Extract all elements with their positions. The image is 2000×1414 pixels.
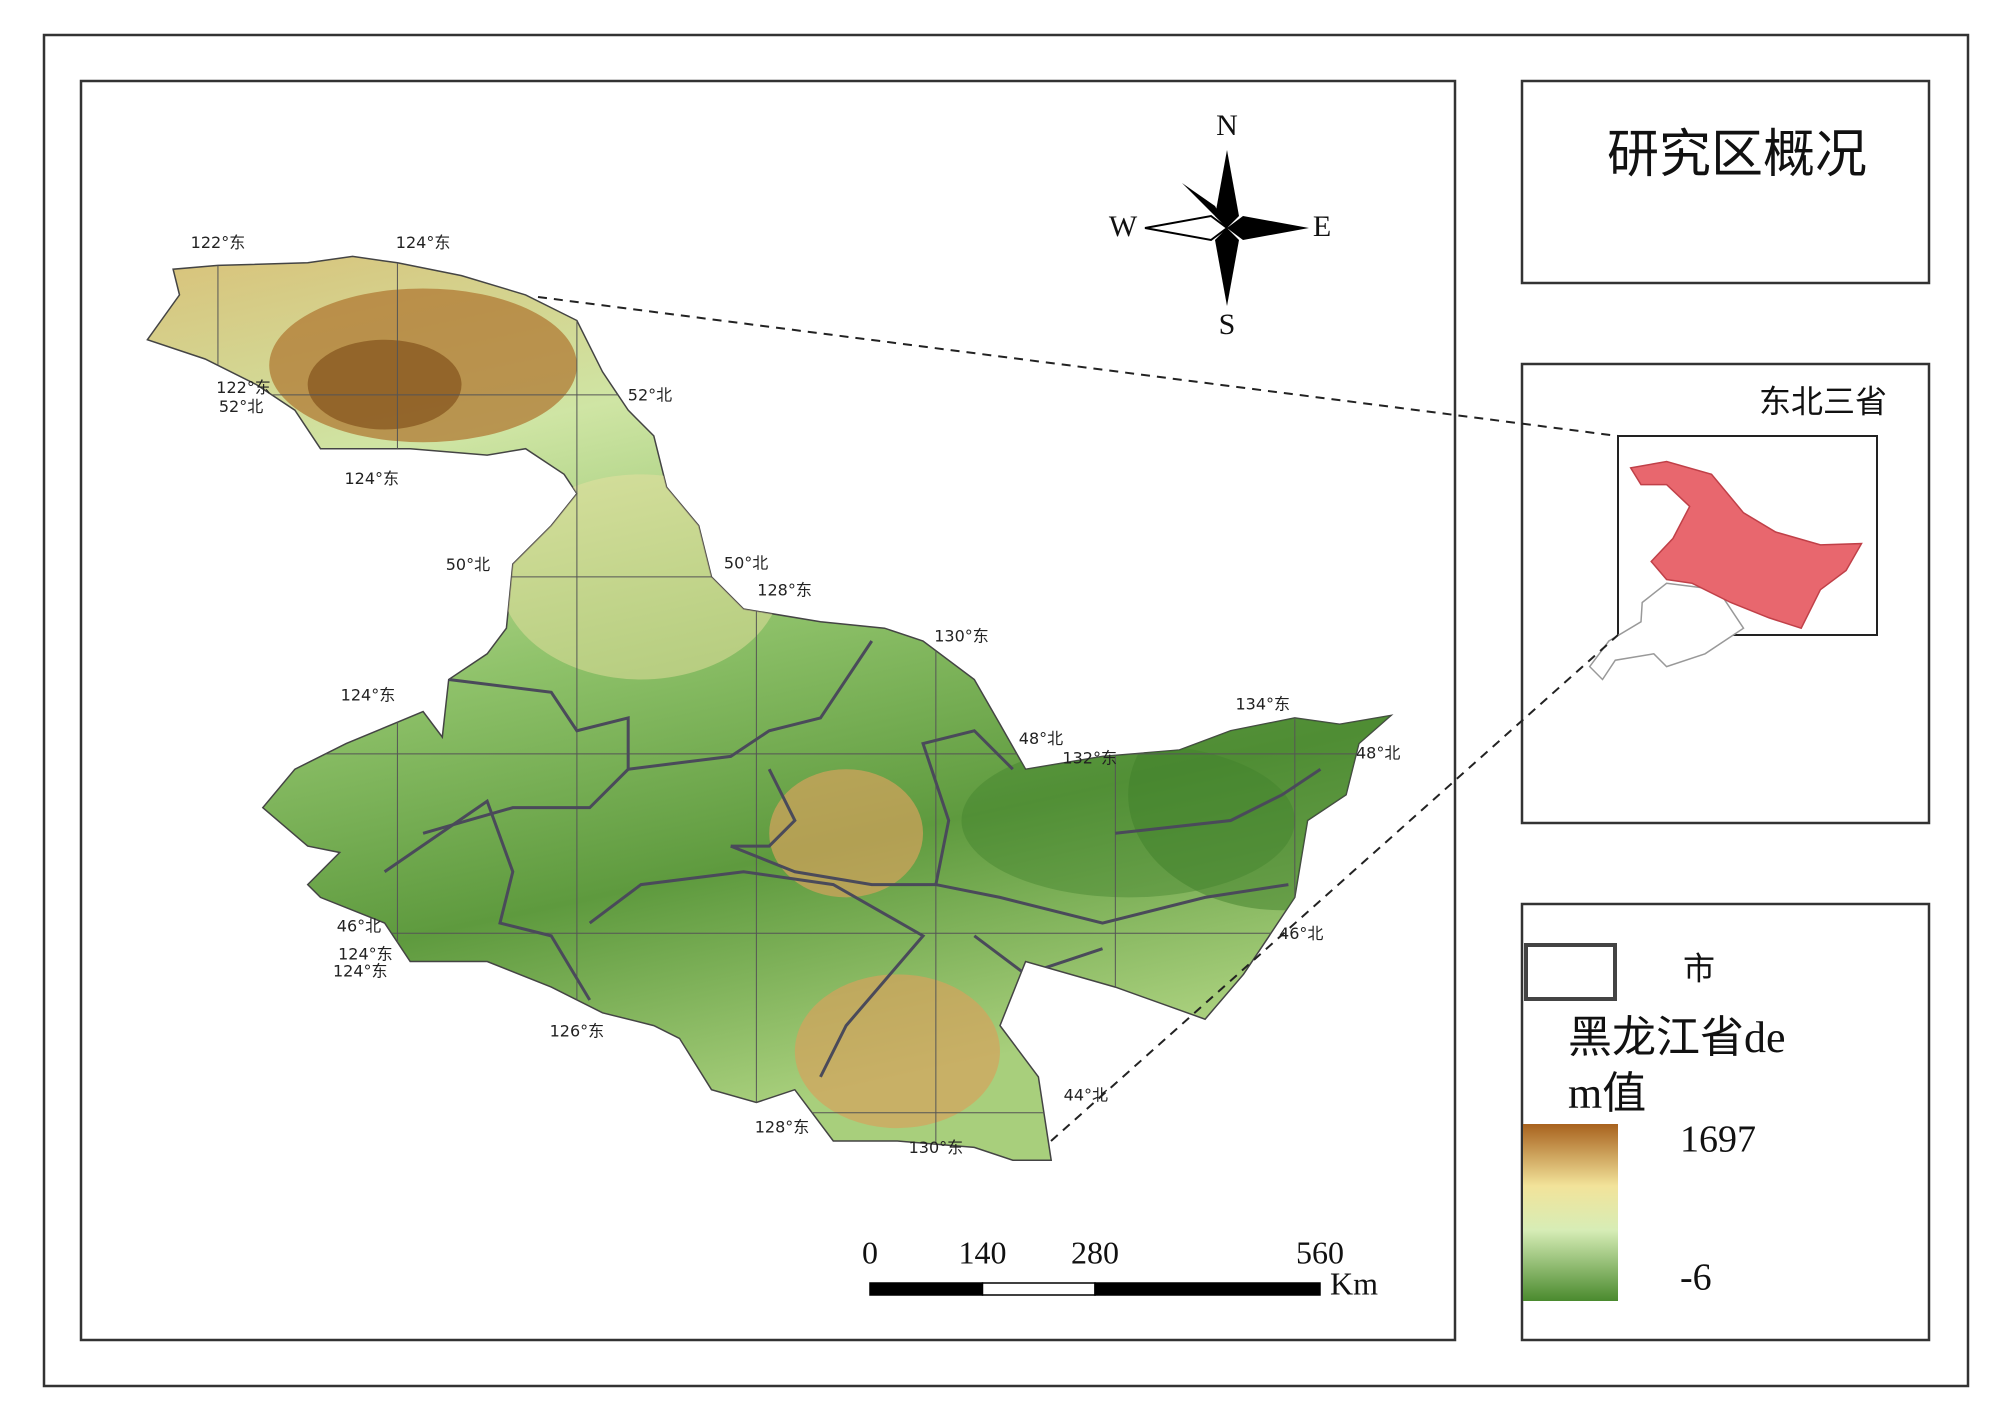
compass-n: N xyxy=(1216,109,1238,142)
graticule-label: 130°东 xyxy=(909,1138,964,1157)
legend-city-swatch xyxy=(1524,943,1617,1001)
scale-segment xyxy=(1094,1282,1321,1296)
scale-label: 560 xyxy=(1296,1234,1344,1270)
compass-arm xyxy=(1227,216,1309,240)
map-frame xyxy=(79,79,1457,1342)
graticule-label: 48°北 xyxy=(1019,729,1063,748)
terrain-patch xyxy=(794,974,1000,1129)
city-boundary xyxy=(921,729,1014,885)
graticule-label: 134°东 xyxy=(1235,695,1290,714)
terrain-patch xyxy=(961,743,1295,898)
graticule-label: 46°北 xyxy=(337,916,381,935)
city-boundary xyxy=(627,640,874,771)
scale-label: 140 xyxy=(959,1234,1007,1270)
graticule-label: 124°东 xyxy=(338,945,393,964)
scale-unit: Km xyxy=(1330,1265,1378,1301)
terrain-patch xyxy=(769,769,924,898)
graticule-label: 48°北 xyxy=(1356,743,1400,762)
compass-arm xyxy=(1182,183,1227,228)
compass-arm xyxy=(1144,214,1229,242)
legend-min: -6 xyxy=(1680,1257,1712,1299)
graticule-label: 122°东 xyxy=(191,233,246,252)
city-boundary xyxy=(422,677,630,835)
compass-s: S xyxy=(1219,308,1236,341)
graticule-label: 130°东 xyxy=(934,627,989,646)
map-title: 研究区概况 xyxy=(1607,127,1867,184)
graticule-label: 124°东 xyxy=(345,469,400,488)
scale-label: 280 xyxy=(1071,1234,1119,1270)
graticule-label: 122°东 xyxy=(216,378,271,397)
legend-city-label: 市 xyxy=(1683,950,1715,986)
graticule-label: 124°东 xyxy=(341,686,396,705)
city-boundary xyxy=(730,844,1289,925)
compass-arm xyxy=(1215,228,1239,306)
graticule-label: 52°北 xyxy=(628,386,672,405)
legend-dem-wrap: 黑龙江省dem值 xyxy=(1568,1013,1786,1118)
scale-segment xyxy=(869,1282,984,1296)
inset-label: 东北三省 xyxy=(1759,383,1887,419)
scale-segment xyxy=(981,1282,1096,1296)
graticule-label: 50°北 xyxy=(446,555,490,574)
graticule-label: 126°东 xyxy=(550,1022,605,1041)
inset-box xyxy=(1520,362,1931,825)
city-boundary xyxy=(383,798,592,1001)
compass-arm xyxy=(1215,150,1239,228)
outer-frame xyxy=(42,33,1970,1388)
compass: N S W E xyxy=(1109,109,1331,341)
city-boundary xyxy=(730,768,797,848)
graticule-label: 128°东 xyxy=(755,1118,810,1137)
compass-w: W xyxy=(1109,210,1138,243)
inset-map xyxy=(1588,435,1878,681)
graticule-label: 44°北 xyxy=(1064,1086,1108,1105)
graticule-label: 52°北 xyxy=(219,397,263,416)
inset-heilongjiang xyxy=(1629,460,1863,630)
legend-box xyxy=(1520,902,1931,1342)
terrain-patch xyxy=(307,339,462,430)
scale-label: 0 xyxy=(862,1234,878,1270)
leader-line xyxy=(537,296,1619,437)
graticule-label: 124°东 xyxy=(396,233,451,252)
city-boundary xyxy=(588,870,926,1078)
legend-max: 1697 xyxy=(1680,1119,1756,1161)
legend-gradient xyxy=(1523,1124,1618,1301)
graticule-label: 132°东 xyxy=(1062,748,1117,767)
graticule-label: 128°东 xyxy=(757,581,812,600)
compass-e: E xyxy=(1313,210,1331,243)
city-boundary xyxy=(1115,767,1322,835)
legend-dem-label: 黑龙江省dem值 xyxy=(1568,1013,1786,1118)
title-box xyxy=(1520,79,1931,285)
inset-extent xyxy=(1617,435,1878,636)
graticule-label: 50°北 xyxy=(724,554,768,573)
graticule-label: 124°东 xyxy=(333,961,388,980)
graticule-label: 46°北 xyxy=(1279,924,1323,943)
